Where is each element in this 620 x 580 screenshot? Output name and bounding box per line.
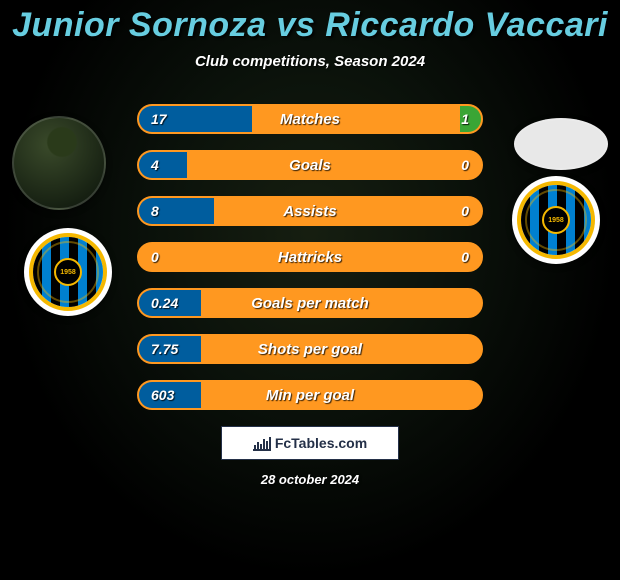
subtitle: Club competitions, Season 2024 (0, 53, 620, 70)
stat-label: Shots per goal (258, 341, 362, 358)
stat-value-left: 8 (151, 203, 159, 219)
stat-row: 603 Min per goal (0, 380, 620, 410)
stat-label: Min per goal (266, 387, 354, 404)
stat-row: 0.24 Goals per match (0, 288, 620, 318)
stat-value-left: 17 (151, 111, 167, 127)
stat-row: 4 0 Goals (0, 150, 620, 180)
stat-bar: 4 0 Goals (137, 150, 483, 180)
stats-area: 17 1 Matches 4 0 Goals 8 0 Assists 0 0 Hattricks 0.2… (0, 104, 620, 410)
stat-row: 8 0 Assists (0, 196, 620, 226)
stat-value-left: 0 (151, 249, 159, 265)
stat-value-left: 7.75 (151, 341, 178, 357)
date-label: 28 october 2024 (0, 472, 620, 487)
stat-value-left: 4 (151, 157, 159, 173)
brand-text: FcTables.com (275, 435, 367, 451)
stat-bar: 603 Min per goal (137, 380, 483, 410)
stat-row: 17 1 Matches (0, 104, 620, 134)
stat-value-left: 603 (151, 387, 174, 403)
stat-label: Assists (283, 203, 336, 220)
stat-bar: 7.75 Shots per goal (137, 334, 483, 364)
stat-label: Goals (289, 157, 331, 174)
stat-value-right: 1 (461, 111, 469, 127)
stat-row: 0 0 Hattricks (0, 242, 620, 272)
brand-logo: FcTables.com (221, 426, 399, 460)
stat-value-left: 0.24 (151, 295, 178, 311)
stat-value-right: 0 (461, 157, 469, 173)
stat-row: 7.75 Shots per goal (0, 334, 620, 364)
page-title: Junior Sornoza vs Riccardo Vaccari (0, 0, 620, 45)
stat-bar: 0.24 Goals per match (137, 288, 483, 318)
stat-fill-left (139, 152, 187, 178)
stat-bar: 0 0 Hattricks (137, 242, 483, 272)
stat-label: Goals per match (251, 295, 369, 312)
stat-label: Hattricks (278, 249, 342, 266)
stat-bar: 17 1 Matches (137, 104, 483, 134)
stat-label: Matches (280, 111, 340, 128)
stat-value-right: 0 (461, 203, 469, 219)
chart-icon (253, 435, 271, 451)
stat-bar: 8 0 Assists (137, 196, 483, 226)
stat-value-right: 0 (461, 249, 469, 265)
